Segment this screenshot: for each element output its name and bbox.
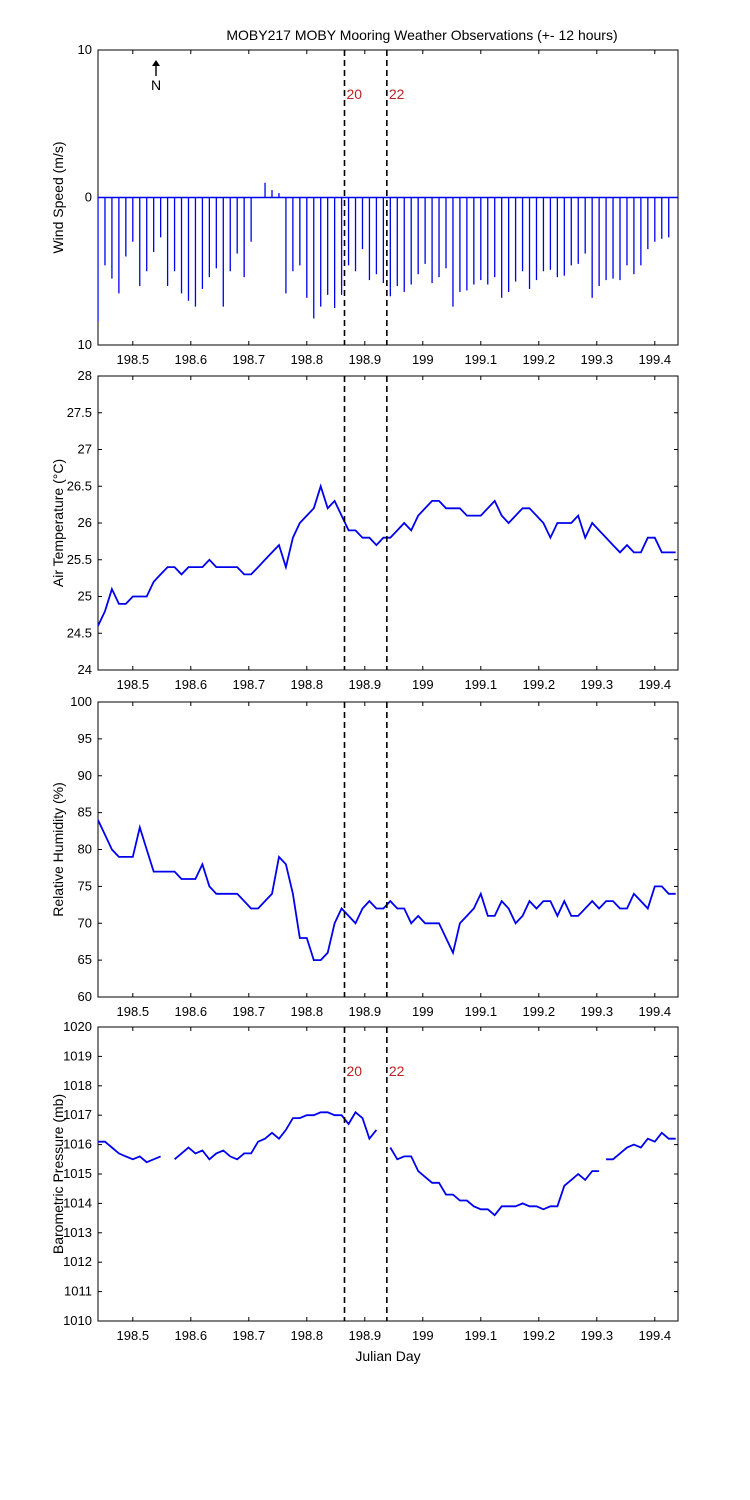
y-tick-label: 10 — [78, 42, 92, 57]
y-tick-label: 1014 — [63, 1195, 92, 1210]
x-tick-label: 198.8 — [291, 1328, 324, 1343]
y-tick-label: 85 — [78, 805, 92, 820]
y-tick-label: 100 — [70, 694, 92, 709]
data-line-segment-3 — [389, 1147, 600, 1217]
y-tick-label: 1010 — [63, 1313, 92, 1328]
y-tick-label: 1013 — [63, 1225, 92, 1240]
x-tick-label: 198.8 — [291, 1004, 324, 1019]
x-tick-label: 198.7 — [233, 1004, 266, 1019]
x-tick-label: 198.6 — [175, 352, 208, 367]
x-tick-label: 198.5 — [117, 1004, 150, 1019]
plot-frame-2 — [97, 375, 679, 671]
x-tick-label: 199.2 — [523, 1004, 556, 1019]
y-tick-label: 24.5 — [67, 625, 92, 640]
x-tick-label: 199 — [412, 1004, 434, 1019]
plot-frame-3 — [97, 701, 679, 998]
y-tick-label: 1015 — [63, 1166, 92, 1181]
x-tick-label: 198.7 — [233, 352, 266, 367]
y-tick-label: 1011 — [64, 1284, 92, 1299]
y-tick-label: 90 — [78, 768, 92, 783]
x-tick-label: 199.4 — [639, 1328, 672, 1343]
x-tick-label: 198.8 — [291, 677, 324, 692]
x-tick-label: 198.7 — [233, 1328, 266, 1343]
x-tick-label: 199.4 — [639, 1004, 672, 1019]
y-tick-label: 1017 — [63, 1107, 92, 1122]
y-tick-label: 24 — [78, 662, 92, 677]
x-axis-label: Julian Day — [355, 1348, 420, 1364]
y-axis-label: Relative Humidity (%) — [50, 782, 66, 917]
x-tick-label: 199.2 — [523, 352, 556, 367]
x-tick-label: 199.1 — [465, 677, 498, 692]
y-tick-label: 65 — [78, 952, 92, 967]
x-tick-label: 199 — [412, 352, 434, 367]
data-line-segment-1 — [98, 1140, 161, 1164]
data-line-segment-2 — [174, 1110, 378, 1161]
x-tick-label: 199.4 — [639, 677, 672, 692]
y-tick-label: 27.5 — [67, 405, 92, 420]
time-marker-label: 22 — [389, 1063, 405, 1079]
y-tick-label: 75 — [78, 878, 92, 893]
x-tick-label: 199 — [412, 677, 434, 692]
y-tick-label: 28 — [78, 368, 92, 383]
data-line-segment-1 — [98, 819, 676, 961]
time-marker-label: 22 — [389, 86, 405, 102]
y-tick-label: 1018 — [63, 1078, 92, 1093]
y-tick-label: 10 — [78, 337, 92, 352]
x-tick-label: 198.5 — [117, 1328, 150, 1343]
x-tick-label: 199.2 — [523, 677, 556, 692]
y-tick-label: 70 — [78, 915, 92, 930]
x-tick-label: 198.6 — [175, 1328, 208, 1343]
y-tick-label: 1020 — [63, 1019, 92, 1034]
x-tick-label: 199.2 — [523, 1328, 556, 1343]
x-tick-label: 198.9 — [349, 677, 382, 692]
north-label: N — [151, 77, 161, 93]
y-axis-label: Barometric Pressure (mb) — [50, 1094, 66, 1254]
x-tick-label: 198.9 — [349, 352, 382, 367]
x-tick-label: 199.1 — [465, 1328, 498, 1343]
y-tick-label: 26 — [78, 515, 92, 530]
x-tick-label: 199.3 — [581, 1328, 614, 1343]
y-tick-label: 95 — [78, 731, 92, 746]
y-axis-label: Wind Speed (m/s) — [50, 141, 66, 253]
north-arrow-head-icon — [152, 60, 160, 66]
y-tick-label: 26.5 — [67, 478, 92, 493]
x-tick-label: 198.7 — [233, 677, 266, 692]
x-tick-label: 199.1 — [465, 1004, 498, 1019]
x-tick-label: 198.6 — [175, 1004, 208, 1019]
x-tick-label: 198.9 — [349, 1328, 382, 1343]
x-tick-label: 198.8 — [291, 352, 324, 367]
x-tick-label: 198.6 — [175, 677, 208, 692]
x-tick-label: 199.3 — [581, 352, 614, 367]
y-tick-label: 27 — [78, 442, 92, 457]
x-tick-label: 199.3 — [581, 1004, 614, 1019]
x-tick-label: 199.4 — [639, 352, 672, 367]
y-tick-label: 25.5 — [67, 552, 92, 567]
figure-title: MOBY217 MOBY Mooring Weather Observation… — [226, 27, 617, 43]
time-marker-label: 20 — [347, 86, 363, 102]
y-tick-label: 60 — [78, 989, 92, 1004]
y-tick-label: 1016 — [63, 1137, 92, 1152]
x-tick-label: 198.5 — [117, 352, 150, 367]
y-tick-label: 0 — [85, 190, 92, 205]
x-tick-label: 199.3 — [581, 677, 614, 692]
data-line-segment-4 — [606, 1131, 676, 1161]
y-tick-label: 1012 — [63, 1254, 92, 1269]
y-tick-label: 80 — [78, 842, 92, 857]
x-tick-label: 199.1 — [465, 352, 498, 367]
y-tick-label: 25 — [78, 589, 92, 604]
time-marker-label: 20 — [347, 1063, 363, 1079]
x-tick-label: 198.9 — [349, 1004, 382, 1019]
x-tick-label: 198.5 — [117, 677, 150, 692]
y-axis-label: Air Temperature (°C) — [50, 459, 66, 587]
y-tick-label: 1019 — [63, 1048, 92, 1063]
x-tick-label: 199 — [412, 1328, 434, 1343]
